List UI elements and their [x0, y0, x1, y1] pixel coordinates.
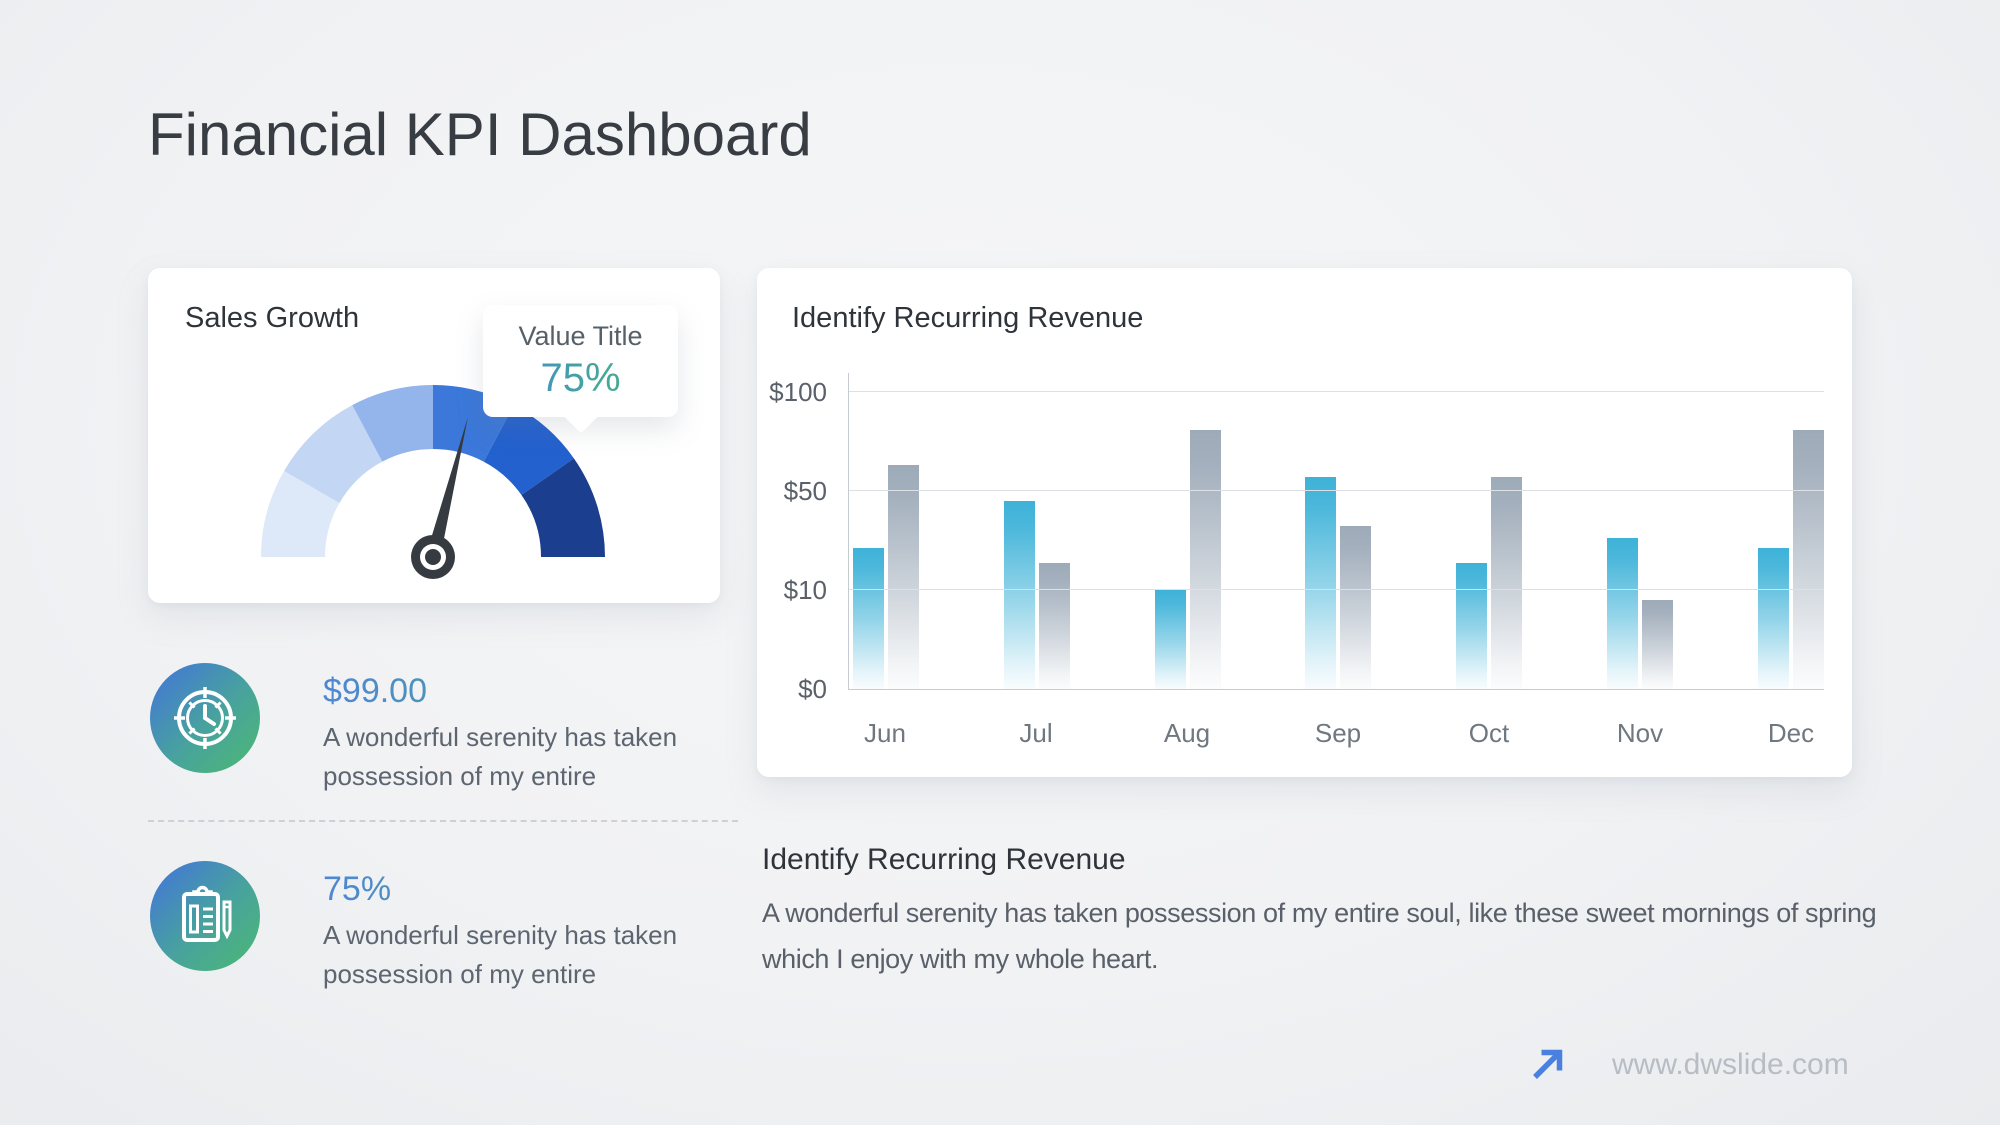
gauge-segment [261, 471, 340, 557]
sales-growth-card: Sales Growth Value Title 75% [148, 268, 720, 603]
page-title: Financial KPI Dashboard [148, 101, 812, 168]
bar-series-container [849, 373, 1824, 689]
bar-group-dec [1757, 430, 1824, 689]
gauge-needle-pivot [425, 549, 441, 565]
bar-group-jun [853, 465, 919, 689]
bar-series-blue-oct [1456, 563, 1488, 689]
gridline [849, 589, 1824, 590]
gauge-segment [483, 405, 574, 496]
clock-icon [150, 663, 260, 773]
kpi-value: 75% [323, 870, 722, 909]
y-tick-label: $50 [783, 476, 827, 506]
bar-series-blue-sep [1305, 477, 1337, 689]
bar-series-gray-dec [1792, 430, 1824, 689]
callout-value: 75% [483, 356, 678, 401]
website-link: www.dwslide.com [1612, 1048, 1849, 1081]
bar-series-gray-jul [1038, 563, 1070, 689]
y-tick-label: $10 [783, 575, 827, 605]
clock-icon-glyph [174, 687, 236, 749]
kpi-description: A wonderful serenity has taken possessio… [323, 920, 678, 989]
bar-series-gray-nov [1642, 600, 1674, 689]
callout-label: Value Title [518, 321, 643, 351]
bar-chart-y-axis: $0 $10 $50 $100 [757, 373, 841, 704]
bottom-paragraph: A wonderful serenity has taken possessio… [762, 898, 1877, 974]
y-tick-label: $100 [769, 377, 827, 407]
x-tick-label: Sep [1314, 718, 1362, 748]
bar-series-blue-nov [1607, 538, 1639, 689]
gridline [849, 490, 1824, 491]
bar-group-aug [1154, 430, 1221, 689]
kpi-description: A wonderful serenity has taken possessio… [323, 722, 678, 791]
bar-series-blue-jun [853, 548, 884, 689]
x-tick-label: Aug [1163, 718, 1211, 748]
gauge-segment [352, 385, 433, 462]
arrow-up-right-icon [1533, 1049, 1563, 1079]
gauge-card-title: Sales Growth [185, 302, 360, 334]
kpi-text-block: $99.00 A wonderful serenity has taken po… [323, 663, 722, 796]
bar-chart-x-axis: Jun Jul Aug Sep Oct Nov Dec [848, 718, 1824, 749]
x-tick-label: Oct [1468, 718, 1510, 748]
chart-card-title: Identify Recurring Revenue [792, 302, 1144, 334]
kpi-value: $99.00 [323, 672, 722, 711]
y-tick-label: $0 [798, 674, 827, 704]
bar-chart-plot [848, 373, 1824, 690]
dashed-divider [148, 820, 738, 822]
gauge-value-callout: Value Title 75% [483, 305, 678, 434]
bar-series-gray-oct [1491, 477, 1523, 689]
bar-group-sep [1305, 477, 1372, 689]
bar-series-gray-aug [1189, 430, 1221, 689]
bar-series-gray-sep [1340, 526, 1372, 689]
kpi-item-percent: 75% A wonderful serenity has taken posse… [150, 861, 722, 994]
bottom-heading: Identify Recurring Revenue [762, 843, 1126, 876]
kpi-item-price: $99.00 A wonderful serenity has taken po… [150, 663, 722, 796]
gauge-segment [521, 458, 605, 557]
bar-series-blue-jul [1003, 501, 1035, 689]
x-tick-label: Jun [864, 718, 906, 748]
bar-series-blue-aug [1154, 590, 1186, 689]
revenue-chart-card: Identify Recurring Revenue $0 $10 $50 $100 … [757, 268, 1852, 777]
gridline [849, 391, 1824, 392]
kpi-text-block: 75% A wonderful serenity has taken posse… [323, 861, 722, 994]
bar-series-blue-dec [1757, 548, 1789, 689]
x-tick-label: Dec [1767, 718, 1815, 748]
bar-group-oct [1456, 477, 1523, 689]
bar-series-gray-jun [888, 465, 919, 689]
gauge-segment [284, 405, 383, 503]
clipboard-pencil-icon [150, 861, 260, 971]
bar-group-nov [1607, 538, 1674, 689]
x-tick-label: Nov [1616, 718, 1664, 748]
bar-group-jul [1003, 501, 1070, 689]
gauge-needle [424, 417, 468, 564]
x-tick-label: Jul [1019, 718, 1053, 748]
clipboard-icon-glyph [182, 885, 232, 942]
